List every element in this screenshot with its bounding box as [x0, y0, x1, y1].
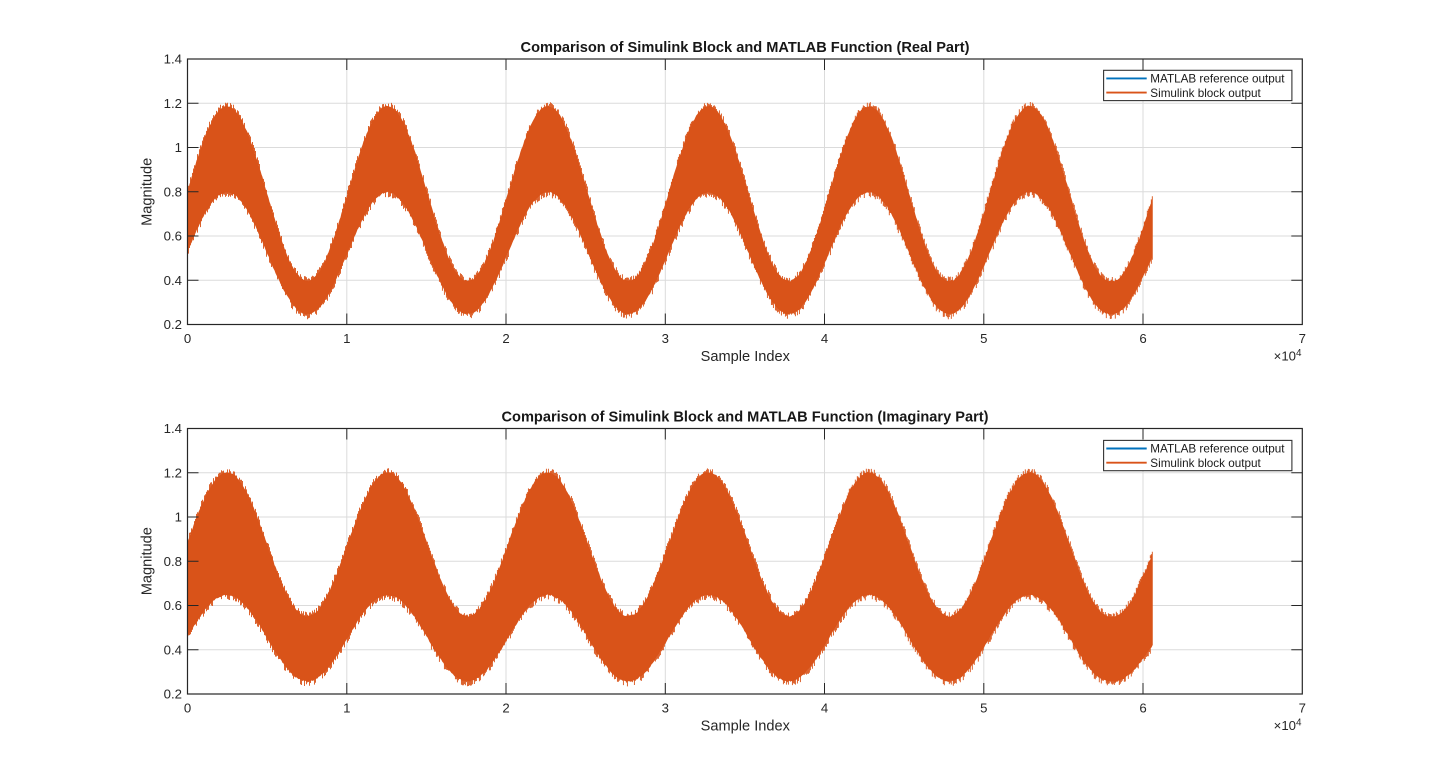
- svg-text:Simulink block output: Simulink block output: [1150, 457, 1261, 470]
- svg-text:MATLAB reference output: MATLAB reference output: [1150, 73, 1285, 86]
- svg-text:0.8: 0.8: [164, 184, 182, 199]
- svg-text:Sample Index: Sample Index: [701, 349, 791, 365]
- svg-text:×104: ×104: [1274, 717, 1302, 733]
- svg-text:4: 4: [821, 331, 828, 346]
- svg-text:6: 6: [1139, 701, 1146, 716]
- svg-text:Magnitude: Magnitude: [140, 158, 156, 226]
- svg-text:Simulink block output: Simulink block output: [1150, 87, 1261, 100]
- svg-text:1.2: 1.2: [164, 96, 182, 111]
- svg-text:5: 5: [980, 701, 987, 716]
- svg-text:0.2: 0.2: [164, 687, 182, 702]
- svg-text:0.4: 0.4: [164, 642, 182, 657]
- svg-text:7: 7: [1299, 331, 1306, 346]
- svg-text:0.6: 0.6: [164, 598, 182, 613]
- svg-text:1: 1: [343, 701, 350, 716]
- svg-text:1.4: 1.4: [164, 52, 182, 67]
- svg-text:Sample Index: Sample Index: [701, 719, 791, 735]
- svg-text:0.2: 0.2: [164, 317, 182, 332]
- svg-text:MATLAB reference output: MATLAB reference output: [1150, 443, 1285, 456]
- svg-text:6: 6: [1139, 331, 1146, 346]
- svg-text:Comparison of Simulink Block a: Comparison of Simulink Block and MATLAB …: [501, 409, 988, 425]
- svg-text:5: 5: [980, 331, 987, 346]
- svg-text:0: 0: [184, 331, 191, 346]
- svg-text:0.4: 0.4: [164, 273, 182, 288]
- svg-text:2: 2: [502, 331, 509, 346]
- svg-text:1: 1: [343, 331, 350, 346]
- svg-text:7: 7: [1299, 701, 1306, 716]
- svg-text:Magnitude: Magnitude: [140, 527, 156, 595]
- svg-text:×104: ×104: [1274, 348, 1302, 364]
- svg-text:1.2: 1.2: [164, 465, 182, 480]
- svg-text:0.6: 0.6: [164, 229, 182, 244]
- svg-text:0.8: 0.8: [164, 554, 182, 569]
- svg-text:1.4: 1.4: [164, 421, 182, 436]
- svg-text:4: 4: [821, 701, 828, 716]
- svg-text:2: 2: [502, 701, 509, 716]
- svg-text:1: 1: [175, 510, 182, 525]
- svg-text:3: 3: [662, 331, 669, 346]
- svg-text:1: 1: [175, 140, 182, 155]
- svg-text:Comparison of Simulink Block a: Comparison of Simulink Block and MATLAB …: [521, 40, 970, 56]
- svg-text:0: 0: [184, 701, 191, 716]
- svg-text:3: 3: [662, 701, 669, 716]
